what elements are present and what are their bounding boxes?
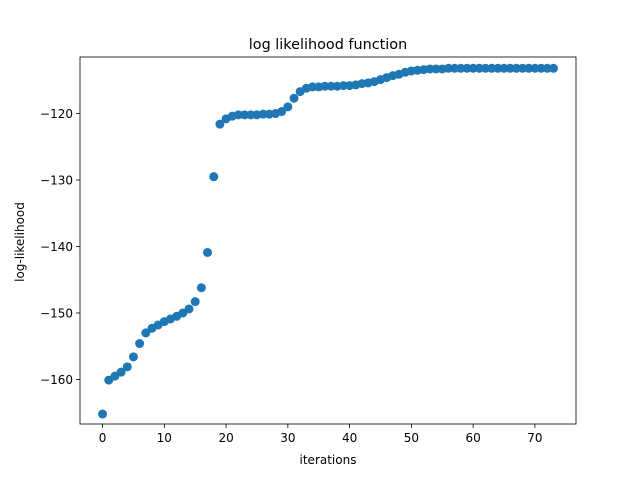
data-point [277, 107, 287, 117]
data-point [456, 63, 466, 73]
data-point [128, 352, 138, 362]
x-tick-label: 40 [342, 431, 357, 445]
y-tick-label: −130 [40, 173, 73, 187]
data-point [141, 328, 151, 338]
y-tick-label: −140 [40, 240, 73, 254]
data-point [122, 362, 132, 372]
data-point [518, 63, 528, 73]
data-point [481, 63, 491, 73]
data-point [209, 172, 219, 182]
x-tick-label: 0 [99, 431, 107, 445]
x-tick-label: 50 [404, 431, 419, 445]
x-tick-label: 10 [157, 431, 172, 445]
y-axis-label: log-likelihood [13, 202, 27, 282]
x-axis-label: iterations [300, 453, 357, 467]
data-point [135, 339, 145, 349]
chart-title: log likelihood function [249, 37, 407, 53]
data-point [450, 63, 460, 73]
y-tick-label: −120 [40, 107, 73, 121]
data-point [505, 63, 515, 73]
data-point [542, 63, 552, 73]
data-point [487, 63, 497, 73]
data-point [548, 63, 558, 73]
data-points [98, 63, 558, 419]
data-point [326, 81, 336, 91]
axis-ticks: 0 10 20 30 40 50 60 70 −160 −150 −140 −130 −120 [40, 107, 543, 445]
data-point [468, 63, 478, 73]
data-point [196, 283, 206, 293]
x-tick-label: 60 [466, 431, 481, 445]
data-point [289, 93, 299, 103]
data-point [511, 63, 521, 73]
plot-frame [79, 56, 577, 425]
x-tick-label: 70 [527, 431, 542, 445]
x-tick-label: 30 [280, 431, 295, 445]
data-point [190, 297, 200, 307]
data-point [233, 110, 243, 120]
data-point [425, 64, 435, 74]
data-point [462, 63, 472, 73]
y-tick-label: −160 [40, 373, 73, 387]
data-point [431, 64, 441, 74]
data-point [320, 81, 330, 91]
data-point [215, 119, 225, 129]
y-tick-label: −150 [40, 306, 73, 320]
data-point [530, 63, 540, 73]
data-point [524, 63, 534, 73]
data-point [536, 63, 546, 73]
data-point [499, 63, 509, 73]
data-point [443, 63, 453, 73]
data-point [338, 81, 348, 91]
data-point [116, 367, 126, 377]
x-tick-label: 20 [218, 431, 233, 445]
data-point [258, 109, 268, 119]
data-point [246, 110, 256, 120]
data-point [308, 82, 318, 92]
data-point [240, 110, 250, 120]
data-point [98, 409, 108, 419]
data-point [493, 63, 503, 73]
data-point [184, 304, 194, 314]
data-point [203, 247, 213, 257]
data-point [283, 102, 293, 112]
data-point [474, 63, 484, 73]
